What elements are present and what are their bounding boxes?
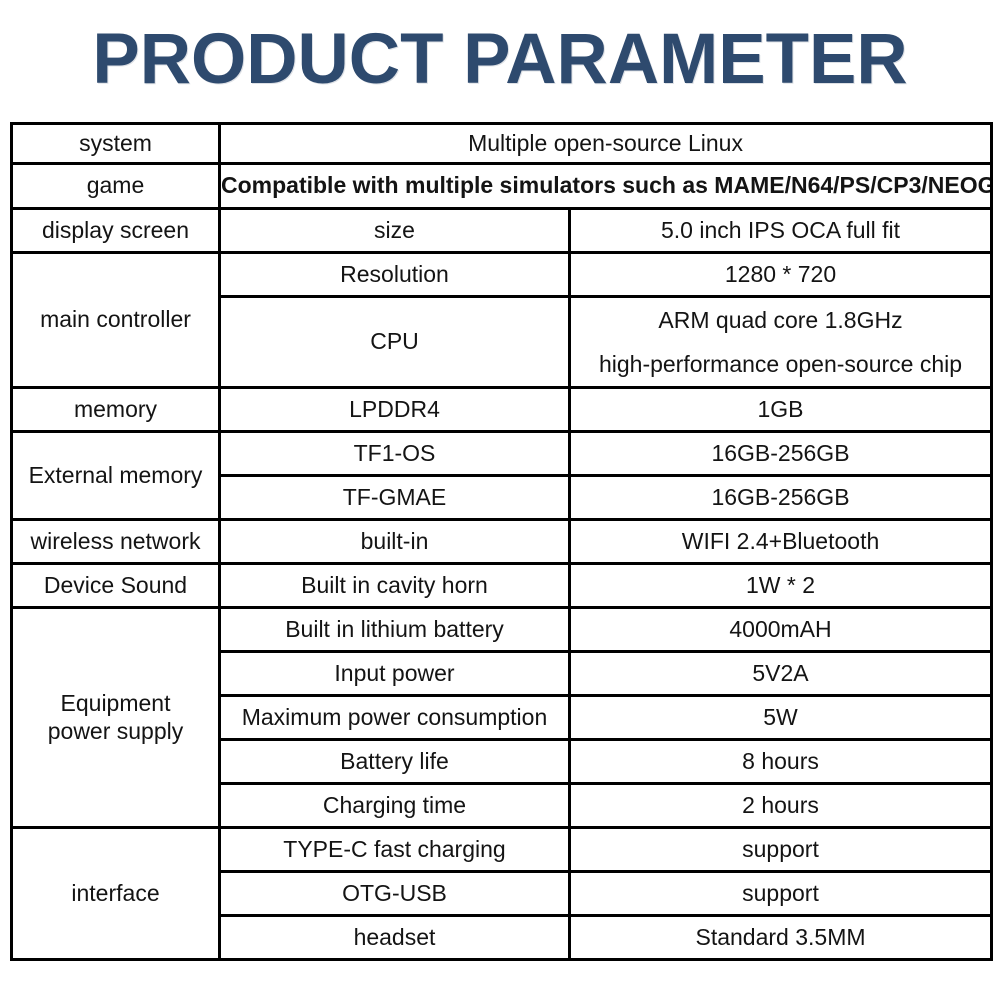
power-supply-label-line-1: Equipment bbox=[60, 689, 171, 716]
row-tf-os: External memory TF1-OS 16GB-256GB bbox=[10, 430, 994, 521]
row-battery-life: Battery life 8 hours bbox=[12, 738, 994, 785]
cell-tf-os-value: 16GB-256GB bbox=[567, 430, 994, 477]
cell-sound-key: Built in cavity horn bbox=[218, 562, 571, 609]
cell-tf-os-key: TF1-OS bbox=[218, 430, 571, 477]
cell-battery-life-value: 8 hours bbox=[567, 738, 994, 785]
cell-game-value: Compatible with multiple simulators such… bbox=[217, 162, 994, 210]
page-title: PRODUCT PARAMETER bbox=[92, 20, 908, 99]
cell-battery-life-key: Battery life bbox=[218, 738, 571, 785]
cell-power-supply-label: Equipment power supply bbox=[10, 606, 221, 829]
cell-charging-time-key: Charging time bbox=[218, 782, 571, 829]
cell-max-consumption-value: 5W bbox=[567, 694, 994, 741]
cell-sound-value: 1W * 2 bbox=[567, 562, 994, 609]
cell-cpu-key: CPU bbox=[218, 295, 571, 389]
cell-sound-label: Device Sound bbox=[10, 562, 221, 609]
cpu-value-line-1: ARM quad core 1.8GHz bbox=[658, 307, 903, 333]
row-max-consumption: Maximum power consumption 5W bbox=[12, 694, 994, 741]
cell-otg-value: support bbox=[567, 870, 994, 917]
cell-input-power-key: Input power bbox=[218, 650, 571, 697]
cell-main-controller-label: main controller bbox=[10, 251, 221, 389]
row-wireless: wireless network built-in WIFI 2.4+Bluet… bbox=[10, 518, 994, 565]
cell-external-memory-label: External memory bbox=[10, 430, 221, 521]
cell-memory-key: LPDDR4 bbox=[218, 386, 571, 433]
cell-interface-label: interface bbox=[10, 826, 221, 961]
cell-memory-label: memory bbox=[10, 386, 221, 433]
cell-game-label: game bbox=[10, 162, 221, 210]
row-game: game Compatible with multiple simulators… bbox=[10, 162, 994, 210]
cell-typec-key: TYPE-C fast charging bbox=[218, 826, 571, 873]
row-headset: headset Standard 3.5MM bbox=[12, 914, 994, 961]
row-lithium-battery: Equipment power supply Built in lithium … bbox=[10, 606, 994, 829]
row-system: system Multiple open-source Linux bbox=[10, 122, 994, 165]
cell-resolution-key: Resolution bbox=[218, 251, 571, 298]
cell-input-power-value: 5V2A bbox=[567, 650, 994, 697]
row-typec: interface TYPE-C fast charging support bbox=[10, 826, 994, 961]
cell-display-label: display screen bbox=[10, 207, 221, 254]
cell-cpu-value: ARM quad core 1.8GHz high-performance op… bbox=[567, 295, 994, 389]
cell-battery-value: 4000mAH bbox=[567, 606, 994, 653]
row-tf-game: TF-GMAE 16GB-256GB bbox=[12, 474, 994, 521]
cell-system-value: Multiple open-source Linux bbox=[217, 122, 994, 165]
cell-tf-game-value: 16GB-256GB bbox=[567, 474, 994, 521]
row-input-power: Input power 5V2A bbox=[12, 650, 994, 697]
row-resolution: main controller Resolution 1280 * 720 bbox=[10, 251, 994, 389]
cell-system-label: system bbox=[10, 122, 221, 165]
row-charging-time: Charging time 2 hours bbox=[12, 782, 994, 829]
row-cpu: CPU ARM quad core 1.8GHz high-performanc… bbox=[12, 295, 994, 389]
power-supply-label-line-2: power supply bbox=[47, 717, 184, 744]
cell-headset-key: headset bbox=[218, 914, 571, 961]
cell-battery-key: Built in lithium battery bbox=[218, 606, 571, 653]
cell-memory-value: 1GB bbox=[567, 386, 994, 433]
row-memory: memory LPDDR4 1GB bbox=[10, 386, 994, 433]
cell-wireless-value: WIFI 2.4+Bluetooth bbox=[567, 518, 994, 565]
cell-wireless-key: built-in bbox=[218, 518, 571, 565]
cpu-value-line-2: high-performance open-source chip bbox=[598, 351, 963, 377]
row-device-sound: Device Sound Built in cavity horn 1W * 2 bbox=[10, 562, 994, 609]
row-otg: OTG-USB support bbox=[12, 870, 994, 917]
row-display-screen: display screen size 5.0 inch IPS OCA ful… bbox=[10, 207, 994, 254]
cell-max-consumption-key: Maximum power consumption bbox=[218, 694, 571, 741]
cell-otg-key: OTG-USB bbox=[218, 870, 571, 917]
cell-headset-value: Standard 3.5MM bbox=[567, 914, 994, 961]
cell-display-value: 5.0 inch IPS OCA full fit bbox=[567, 207, 994, 254]
cell-wireless-label: wireless network bbox=[10, 518, 221, 565]
cell-resolution-value: 1280 * 720 bbox=[567, 251, 994, 298]
cell-tf-game-key: TF-GMAE bbox=[218, 474, 571, 521]
product-parameter-table: system Multiple open-source Linux game C… bbox=[10, 122, 994, 961]
cell-charging-time-value: 2 hours bbox=[567, 782, 994, 829]
cell-typec-value: support bbox=[567, 826, 994, 873]
cell-display-key: size bbox=[218, 207, 571, 254]
